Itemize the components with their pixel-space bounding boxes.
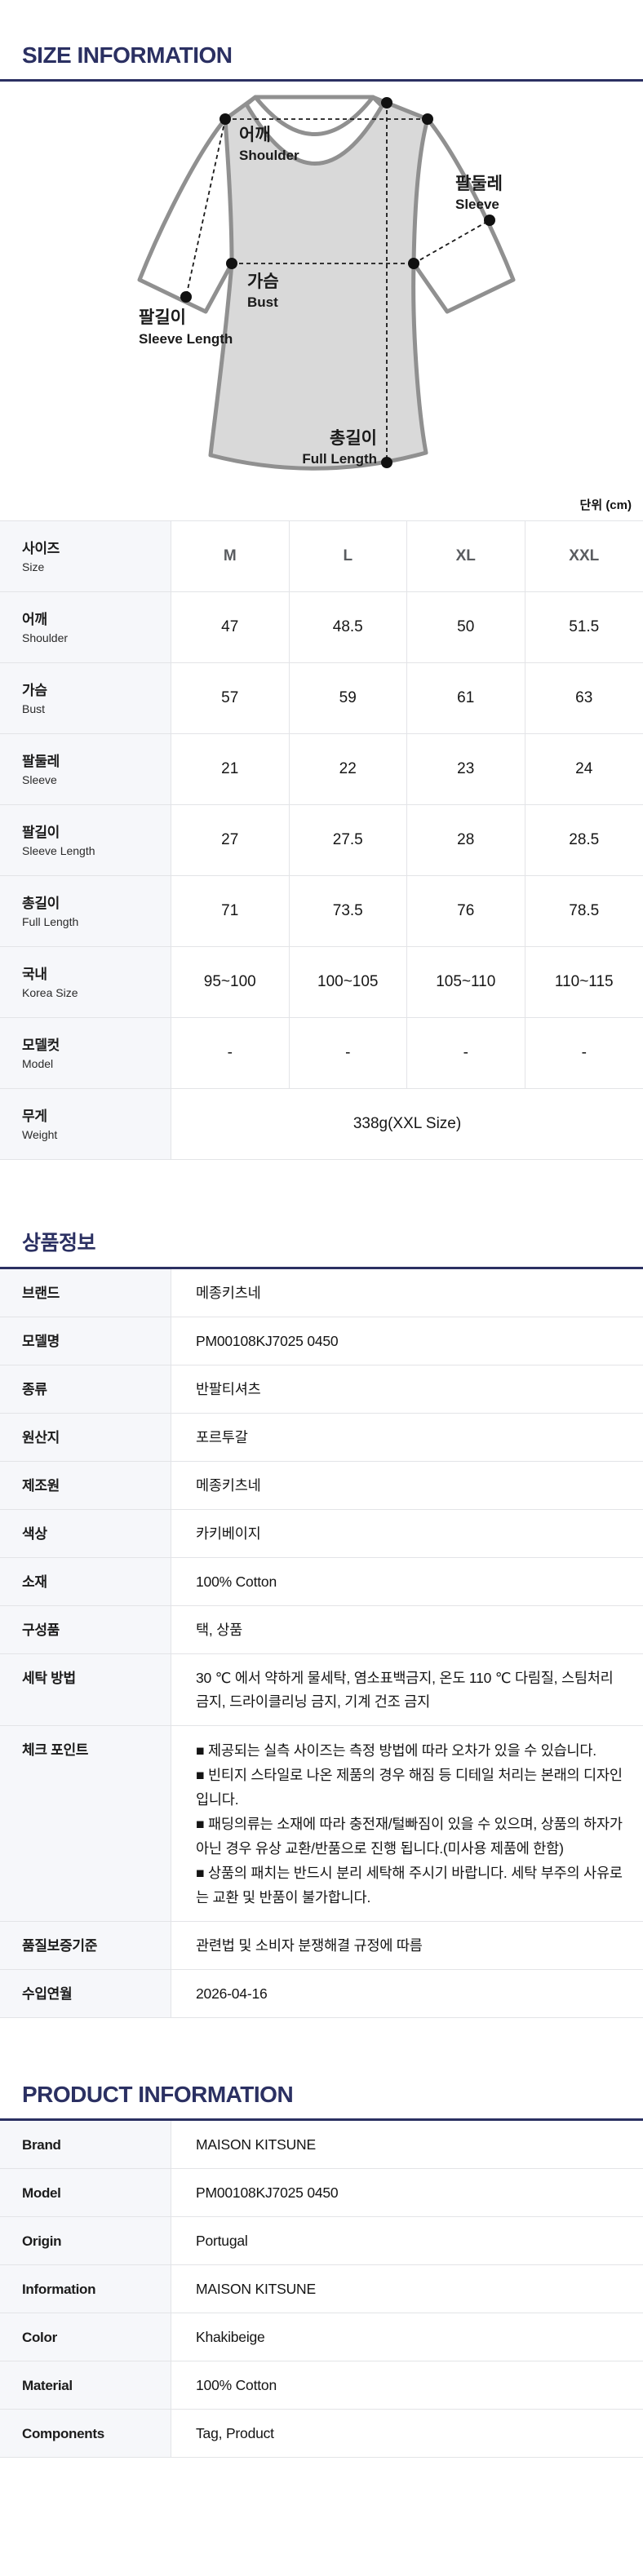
size-col-xxl: XXL xyxy=(525,521,643,592)
size-table-header-row: 사이즈 Size M L XL XXL xyxy=(0,521,643,592)
diagram-sleeve-length-label-ko: 팔길이 xyxy=(139,308,186,327)
title-divider xyxy=(0,2118,643,2121)
info-row-en-components: Components Tag, Product xyxy=(0,2410,643,2458)
info-row-checkpoints: 체크 포인트 ■ 제공되는 실측 사이즈는 측정 방법에 따라 오차가 있을 수… xyxy=(0,1726,643,1922)
info-row-en-brand: Brand MAISON KITSUNE xyxy=(0,2121,643,2169)
table-row-korea-size: 국내 Korea Size 95~100 100~105 105~110 110… xyxy=(0,947,643,1018)
info-row-material: 소재 100% Cotton xyxy=(0,1558,643,1606)
measure-dot xyxy=(408,258,419,269)
info-row-warranty: 품질보증기준 관련법 및 소비자 분쟁해결 규정에 따름 xyxy=(0,1922,643,1970)
diagram-shoulder-label-en: Shoulder xyxy=(239,148,299,163)
tshirt-diagram-svg: 어깨 Shoulder 팔둘레 Sleeve 가슴 Bust 팔길이 Sleev… xyxy=(137,95,516,471)
diagram-shoulder-label-ko: 어깨 xyxy=(239,126,271,144)
measure-dot xyxy=(381,97,392,108)
tshirt-left-sleeve xyxy=(137,117,234,314)
title-divider xyxy=(0,1267,643,1269)
tshirt-collar-opening xyxy=(244,95,384,166)
info-row-model-name: 모델명 PM00108KJ7025 0450 xyxy=(0,1317,643,1365)
table-row-sleeve-length: 팔길이 Sleeve Length 27 27.5 28 28.5 xyxy=(0,805,643,876)
size-table-header-label: 사이즈 Size xyxy=(0,521,171,592)
info-row-brand: 브랜드 메종키츠네 xyxy=(0,1269,643,1317)
tshirt-right-sleeve xyxy=(411,117,516,314)
measure-dot xyxy=(484,215,495,226)
checkpoint-item: ■ 빈티지 스타일로 나온 제품의 경우 해짐 등 디테일 처리는 본래의 디자… xyxy=(196,1767,623,1808)
measure-dot xyxy=(422,113,433,125)
measure-dot xyxy=(226,258,237,269)
size-col-l: L xyxy=(289,521,407,592)
diagram-bust-label-ko: 가슴 xyxy=(247,272,279,291)
size-information-title: SIZE INFORMATION xyxy=(22,42,233,68)
unit-label: 단위 (cm) xyxy=(579,498,632,512)
measure-dot xyxy=(180,291,192,303)
tshirt-collar-rim xyxy=(254,95,375,136)
info-row-origin: 원산지 포르투갈 xyxy=(0,1414,643,1462)
info-row-en-model: Model PM00108KJ7025 0450 xyxy=(0,2169,643,2217)
checkpoint-item: ■ 패딩의류는 소재에 따라 충전재/털빠짐이 있을 수 있으며, 상품의 하자… xyxy=(196,1816,623,1857)
size-col-xl: XL xyxy=(407,521,525,592)
measure-dot xyxy=(220,113,231,125)
product-info-en-table: Brand MAISON KITSUNE Model PM00108KJ7025… xyxy=(0,2121,643,2458)
info-row-en-color: Color Khakibeige xyxy=(0,2313,643,2361)
table-row-shoulder: 어깨 Shoulder 47 48.5 50 51.5 xyxy=(0,592,643,663)
diagram-sleeve-label-ko: 팔둘레 xyxy=(455,175,503,193)
table-row-weight: 무게 Weight 338g(XXL Size) xyxy=(0,1089,643,1160)
product-info-kr-title: 상품정보 xyxy=(22,1232,96,1255)
product-info-kr-table: 브랜드 메종키츠네 모델명 PM00108KJ7025 0450 종류 반팔티셔… xyxy=(0,1269,643,2018)
table-row-full-length: 총길이 Full Length 71 73.5 76 78.5 xyxy=(0,876,643,947)
info-row-category: 종류 반팔티셔츠 xyxy=(0,1365,643,1414)
info-row-manufacturer: 제조원 메종키츠네 xyxy=(0,1462,643,1510)
title-divider xyxy=(0,79,643,82)
diagram-full-length-label-en: Full Length xyxy=(302,451,377,467)
tshirt-measurement-diagram: 어깨 Shoulder 팔둘레 Sleeve 가슴 Bust 팔길이 Sleev… xyxy=(0,82,643,513)
size-table: 사이즈 Size M L XL XXL 어깨 Shoulder 47 48.5 … xyxy=(0,520,643,1160)
size-col-m: M xyxy=(171,521,290,592)
sleeve-length-measure-line xyxy=(185,118,226,298)
checkpoint-item: ■ 제공되는 실측 사이즈는 측정 방법에 따라 오차가 있을 수 있습니다. xyxy=(196,1742,596,1759)
info-row-en-material: Material 100% Cotton xyxy=(0,2361,643,2410)
info-row-components: 구성품 택, 상품 xyxy=(0,1606,643,1654)
info-row-color: 색상 카키베이지 xyxy=(0,1510,643,1558)
table-row-bust: 가슴 Bust 57 59 61 63 xyxy=(0,663,643,734)
checkpoint-item: ■ 상품의 패치는 반드시 분리 세탁해 주시기 바랍니다. 세탁 부주의 사유… xyxy=(196,1865,623,1905)
info-row-en-information: Information MAISON KITSUNE xyxy=(0,2265,643,2313)
diagram-full-length-label-ko: 총길이 xyxy=(330,429,377,448)
measure-dot xyxy=(381,457,392,468)
table-row-sleeve: 팔둘레 Sleeve 21 22 23 24 xyxy=(0,734,643,805)
info-row-en-origin: Origin Portugal xyxy=(0,2217,643,2265)
diagram-sleeve-length-label-en: Sleeve Length xyxy=(139,331,233,347)
checkpoints-list: ■ 제공되는 실측 사이즈는 측정 방법에 따라 오차가 있을 수 있습니다. … xyxy=(171,1726,643,1922)
diagram-bust-label-en: Bust xyxy=(247,294,278,310)
info-row-washing: 세탁 방법 30 ℃ 에서 약하게 물세탁, 염소표백금지, 온도 110 ℃ … xyxy=(0,1654,643,1726)
info-row-import-date: 수입연월 2026-04-16 xyxy=(0,1970,643,2018)
weight-value: 338g(XXL Size) xyxy=(171,1089,643,1160)
product-detail-page: SIZE INFORMATION xyxy=(0,42,643,2458)
product-information-title: PRODUCT INFORMATION xyxy=(22,2082,294,2107)
table-row-model: 모델컷 Model - - - - xyxy=(0,1018,643,1089)
diagram-sleeve-label-en: Sleeve xyxy=(455,197,499,212)
